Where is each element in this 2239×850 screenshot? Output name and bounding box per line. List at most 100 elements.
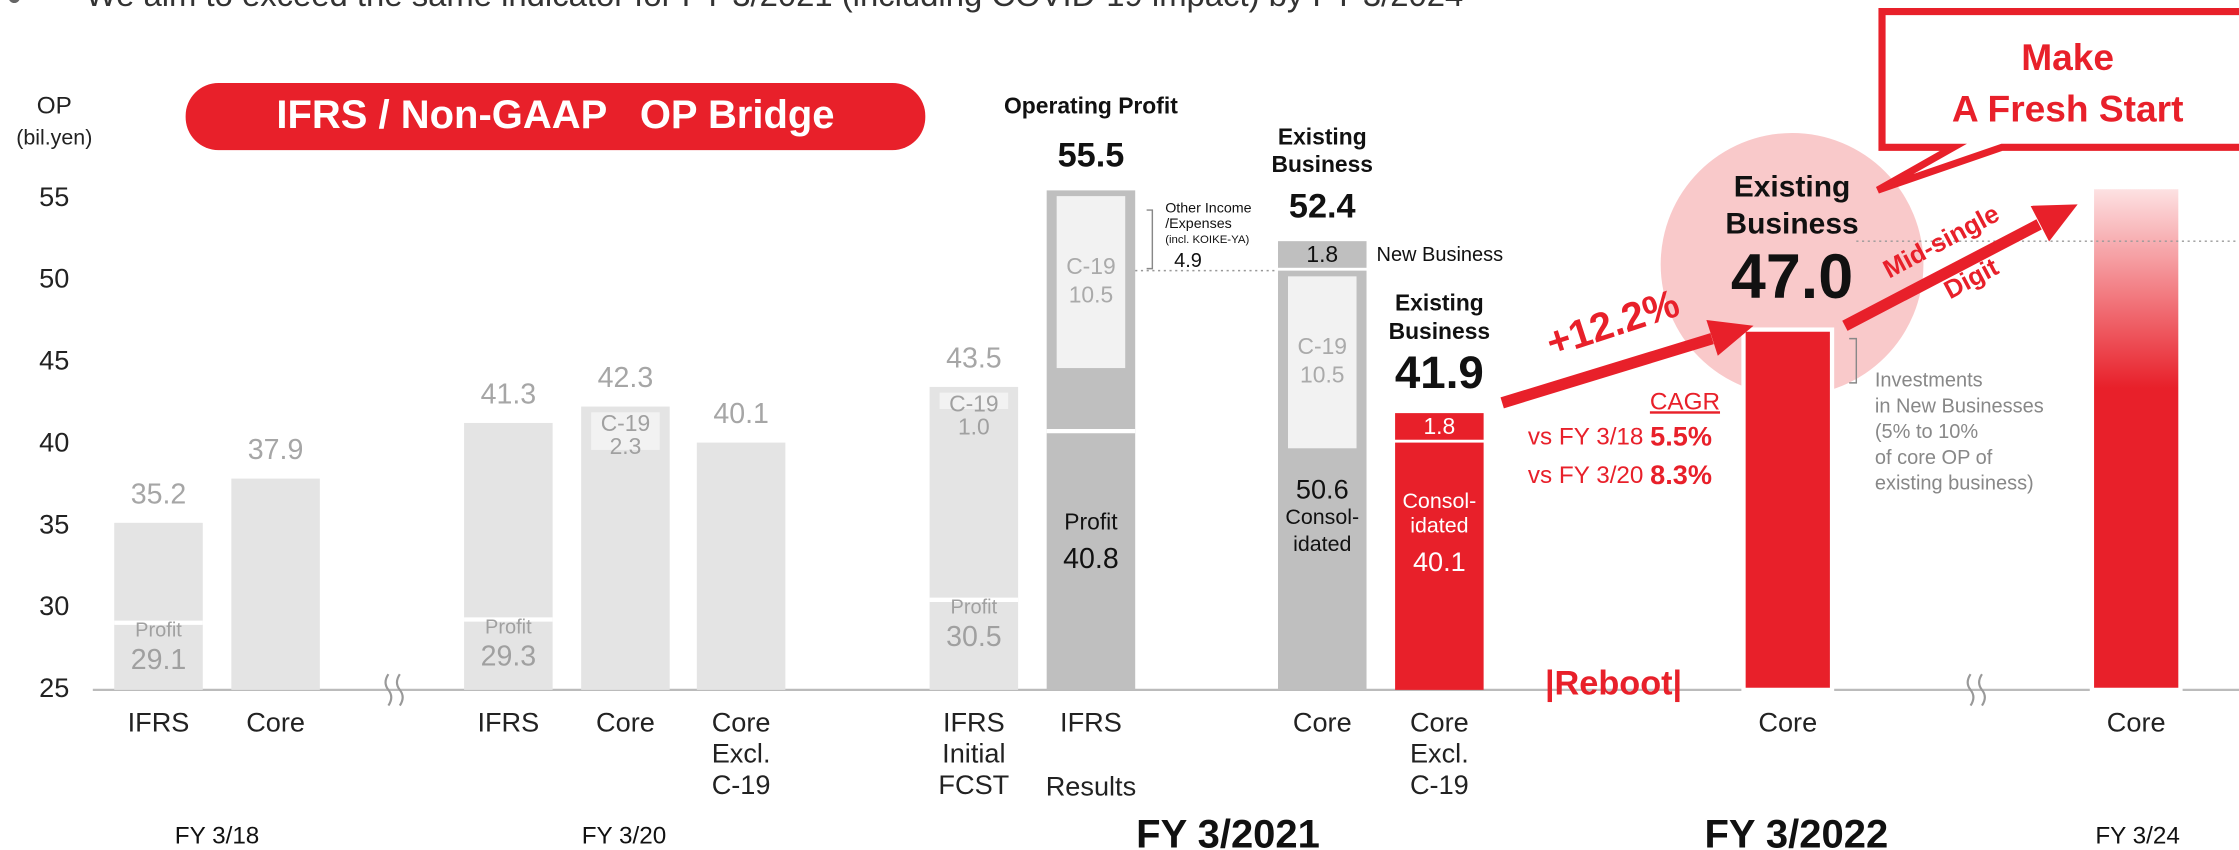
bar-heading: Existing: [1278, 124, 1367, 150]
x-tick-label: Initial: [942, 738, 1005, 769]
y-axis-label: OP: [37, 93, 72, 120]
cagr-row: vs FY 3/18 5.5%: [1528, 421, 1712, 452]
segment-label: 1.8: [1306, 241, 1338, 267]
y-tick-label: 45: [39, 345, 69, 376]
x-tick-label: IFRS: [128, 706, 190, 737]
bar: [464, 422, 553, 690]
x-tick-label: Core: [1410, 706, 1469, 737]
total-label: 41.9: [1395, 347, 1484, 398]
bar-segment: [1395, 442, 1484, 690]
x-tick-label: Core: [1293, 706, 1352, 737]
bar-heading: Business: [1272, 151, 1374, 177]
y-tick-label: 25: [39, 672, 69, 703]
consolidated-label: 50.6: [1296, 473, 1349, 504]
consolidated-name: Consol-: [1402, 489, 1476, 513]
bar-segment: [1278, 241, 1367, 268]
x-tick-label: Core: [596, 706, 655, 737]
annotation: in New Businesses: [1875, 395, 2044, 417]
annotation: /Expenses: [1165, 216, 1232, 232]
group-label: FY 3/20: [582, 822, 667, 849]
c19-segment: [591, 412, 660, 450]
x-tick-label: IFRS: [477, 706, 539, 737]
y-axis-label: (bil.yen): [16, 125, 92, 149]
cagr-text: vs FY 3/18: [1528, 424, 1650, 451]
annotation: Other Income: [1165, 200, 1251, 216]
bar-heading: Existing: [1395, 289, 1484, 315]
group-label: FY 3/24: [2095, 822, 2180, 849]
results-label: Results: [1046, 771, 1136, 802]
total-label: 43.5: [946, 342, 1002, 374]
profit-label: 40.8: [1063, 543, 1119, 575]
y-tick-label: 50: [39, 263, 69, 294]
bracket: [1146, 209, 1154, 270]
group-label: FY 3/2022: [1704, 813, 1888, 850]
cagr-value: 8.3%: [1650, 459, 1712, 490]
reboot-label: |Reboot|: [1545, 665, 1682, 703]
bar: [696, 442, 786, 690]
x-tick-label: FCST: [938, 769, 1009, 800]
bar-heading: Existing: [1734, 171, 1851, 204]
header: We aim to exceed the same indicator for …: [86, 0, 1464, 13]
bar: [231, 478, 320, 690]
x-tick-label: Core: [246, 706, 305, 737]
growth-arrow: [1842, 204, 2078, 331]
annotation: (5% to 10%: [1875, 421, 1979, 443]
cagr-value: 5.5%: [1650, 421, 1712, 452]
c19-label: 10.5: [1069, 281, 1113, 307]
x-tick-label: Excl.: [1410, 738, 1469, 769]
callout-text: A Fresh Start: [1952, 87, 2184, 129]
callout-box: [1875, 8, 2239, 194]
c19-name: C-19: [601, 410, 650, 436]
callout-text: Make: [2021, 36, 2114, 78]
growth-arrow: [1500, 320, 1754, 409]
total-label: 47.0: [1731, 242, 1853, 312]
x-tick-label: C-19: [1410, 769, 1469, 800]
x-tick-label: Core: [1758, 706, 1817, 737]
x-tick-label: Core: [2107, 706, 2166, 737]
segment-name: New Business: [1377, 244, 1504, 266]
bar: [2089, 184, 2183, 693]
total-label: 37.9: [248, 434, 304, 466]
total-label: 55.5: [1058, 136, 1125, 174]
x-tick-label: C-19: [712, 769, 771, 800]
x-tick-label: Excl.: [712, 738, 771, 769]
y-tick-label: 35: [39, 508, 69, 539]
marks: 25303540455055Profit29.135.2IFRS37.9Core…: [39, 92, 2239, 850]
annotation-value: 4.9: [1174, 250, 1202, 272]
c19-segment: [939, 392, 1009, 410]
y-tick-label: 30: [39, 590, 69, 621]
total-label: 41.3: [481, 378, 537, 410]
annotation: of core OP of: [1875, 447, 1993, 469]
total-label: 52.4: [1289, 188, 1356, 226]
bar-heading: Operating Profit: [1004, 92, 1178, 118]
cagr-row: vs FY 3/20 8.3%: [1528, 459, 1712, 490]
annotation: Investments: [1875, 370, 1983, 392]
axis-breaks: [384, 673, 1986, 707]
consolidated-name: Consol-: [1285, 505, 1359, 529]
consolidated-name: idated: [1293, 532, 1351, 556]
segment-label: 1.8: [1423, 413, 1455, 439]
c19-segment: [1287, 276, 1357, 449]
total-label: 40.1: [713, 398, 769, 430]
c19-segment: [1056, 196, 1126, 369]
total-label: 35.2: [131, 478, 187, 510]
c19-label: 10.5: [1300, 362, 1344, 388]
bracket: [1849, 337, 1858, 384]
y-tick-label: 40: [39, 426, 69, 457]
profit-label: 29.1: [131, 644, 187, 676]
profit-label: 29.3: [481, 641, 537, 673]
c19-label: 1.0: [958, 413, 990, 439]
chart-title: IFRS / Non-GAAP OP Bridge: [276, 93, 834, 137]
annotation: (incl. KOIKE-YA): [1165, 234, 1249, 246]
bar-heading: Business: [1725, 208, 1858, 241]
consolidated-label: 40.1: [1413, 546, 1466, 577]
profit-name: Profit: [951, 597, 998, 619]
bar: [114, 522, 203, 690]
x-tick-label: IFRS: [1060, 706, 1122, 737]
c19-name: C-19: [1298, 333, 1347, 359]
bar: [929, 386, 1019, 690]
total-label: 42.3: [598, 362, 654, 394]
cagr-title: CAGR: [1650, 388, 1720, 415]
profit-name: Profit: [1064, 508, 1118, 534]
